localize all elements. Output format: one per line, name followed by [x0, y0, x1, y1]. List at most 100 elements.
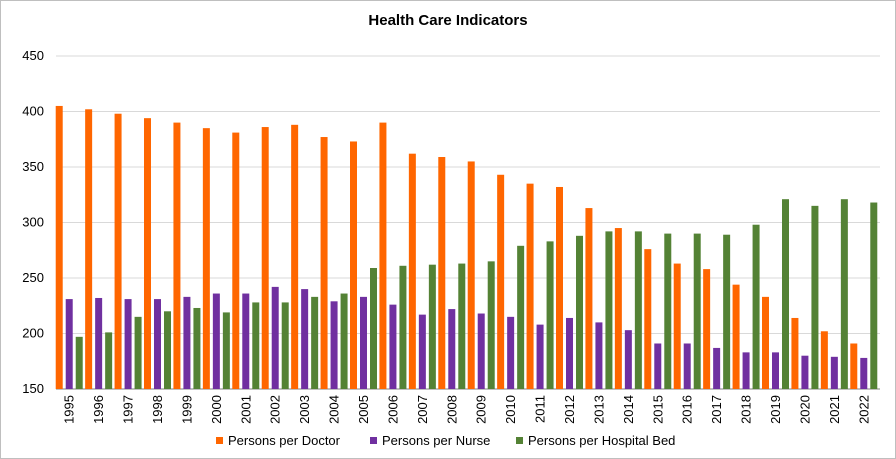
bar-1 — [772, 352, 779, 389]
bar-2 — [252, 302, 260, 389]
x-tick-label: 2006 — [385, 395, 400, 424]
chart-title: Health Care Indicators — [368, 12, 528, 29]
bar-2 — [782, 199, 789, 389]
bar-1 — [154, 299, 161, 389]
y-tick-label: 250 — [22, 270, 44, 285]
bar-2 — [723, 234, 731, 389]
x-tick-label: 2021 — [827, 395, 842, 424]
bar-0 — [202, 128, 210, 389]
bar-0 — [232, 132, 240, 389]
bar-0 — [820, 331, 828, 389]
x-tick-label: 2005 — [356, 395, 371, 424]
bar-2 — [311, 296, 319, 389]
x-tick-label: 2012 — [562, 395, 577, 424]
bar-1 — [124, 299, 132, 389]
legend-swatch — [370, 437, 377, 444]
legend-label: Persons per Hospital Bed — [528, 433, 675, 448]
bar-2 — [634, 231, 642, 389]
bar-2 — [693, 233, 701, 389]
bar-1 — [683, 343, 691, 389]
bar-1 — [830, 356, 838, 389]
x-tick-label: 2010 — [503, 395, 518, 424]
x-tick-label: 1999 — [179, 395, 194, 424]
bar-2 — [193, 307, 201, 389]
x-tick-label: 2007 — [415, 395, 430, 424]
bar-1 — [95, 297, 103, 389]
bar-1 — [418, 314, 426, 389]
bar-2 — [428, 264, 436, 389]
bar-0 — [467, 161, 475, 389]
x-tick-label: 2022 — [856, 395, 871, 424]
bar-1 — [742, 352, 750, 389]
y-tick-label: 200 — [22, 326, 44, 341]
bar-1 — [624, 330, 632, 389]
legend-swatch — [216, 437, 223, 444]
bar-0 — [791, 317, 799, 389]
bar-2 — [75, 336, 83, 389]
bar-0 — [497, 174, 505, 389]
bar-0 — [55, 105, 63, 389]
bar-1 — [595, 322, 603, 389]
y-tick-label: 450 — [22, 48, 44, 63]
x-tick-label: 2001 — [238, 395, 253, 424]
bar-1 — [654, 343, 662, 389]
bar-1 — [477, 313, 485, 389]
y-tick-label: 300 — [22, 215, 44, 230]
y-tick-label: 400 — [22, 104, 44, 119]
bar-2 — [870, 202, 878, 389]
x-tick-label: 2003 — [297, 395, 312, 424]
bar-2 — [487, 261, 495, 389]
x-tick-label: 2004 — [327, 395, 342, 424]
bar-0 — [556, 186, 563, 389]
x-tick-label: 2002 — [268, 395, 283, 424]
bar-0 — [614, 228, 622, 389]
x-tick-label: 2018 — [739, 395, 754, 424]
bar-1 — [65, 299, 73, 389]
bar-0 — [379, 122, 387, 389]
x-tick-label: 1996 — [91, 395, 106, 424]
x-tick-label: 1997 — [121, 395, 136, 424]
bar-2 — [546, 241, 554, 389]
bar-0 — [703, 269, 711, 389]
bar-0 — [408, 153, 416, 389]
bar-1 — [801, 355, 809, 389]
bar-1 — [183, 296, 191, 389]
x-tick-label: 2009 — [474, 395, 489, 424]
x-tick-label: 2008 — [444, 395, 459, 424]
bar-0 — [85, 109, 93, 389]
bar-2 — [840, 199, 848, 389]
bar-0 — [644, 249, 652, 389]
x-tick-label: 2015 — [650, 395, 665, 424]
bar-2 — [399, 265, 407, 389]
bar-0 — [261, 127, 269, 389]
bar-1 — [301, 289, 309, 389]
bar-2 — [164, 311, 171, 389]
x-tick-label: 2020 — [797, 395, 812, 424]
bar-1 — [507, 316, 515, 389]
bar-2 — [281, 302, 289, 389]
bar-0 — [320, 137, 328, 389]
bar-1 — [860, 357, 868, 389]
bar-2 — [105, 332, 113, 389]
x-tick-label: 2014 — [621, 395, 636, 424]
legend-label: Persons per Doctor — [228, 433, 341, 448]
bar-1 — [389, 304, 397, 389]
bar-2 — [811, 205, 819, 389]
bar-2 — [664, 233, 672, 389]
bar-0 — [438, 157, 446, 389]
bar-1 — [330, 301, 338, 389]
bar-1 — [713, 347, 721, 389]
bar-2 — [370, 268, 377, 389]
x-tick-label: 2017 — [709, 395, 724, 424]
bar-1 — [242, 293, 250, 389]
bar-1 — [271, 286, 279, 389]
legend-label: Persons per Nurse — [382, 433, 490, 448]
bar-0 — [585, 208, 593, 389]
bar-1 — [536, 324, 544, 389]
bar-0 — [114, 113, 122, 389]
x-tick-label: 2016 — [680, 395, 695, 424]
bar-1 — [566, 317, 573, 389]
y-tick-label: 150 — [22, 381, 44, 396]
bar-0 — [173, 122, 181, 389]
